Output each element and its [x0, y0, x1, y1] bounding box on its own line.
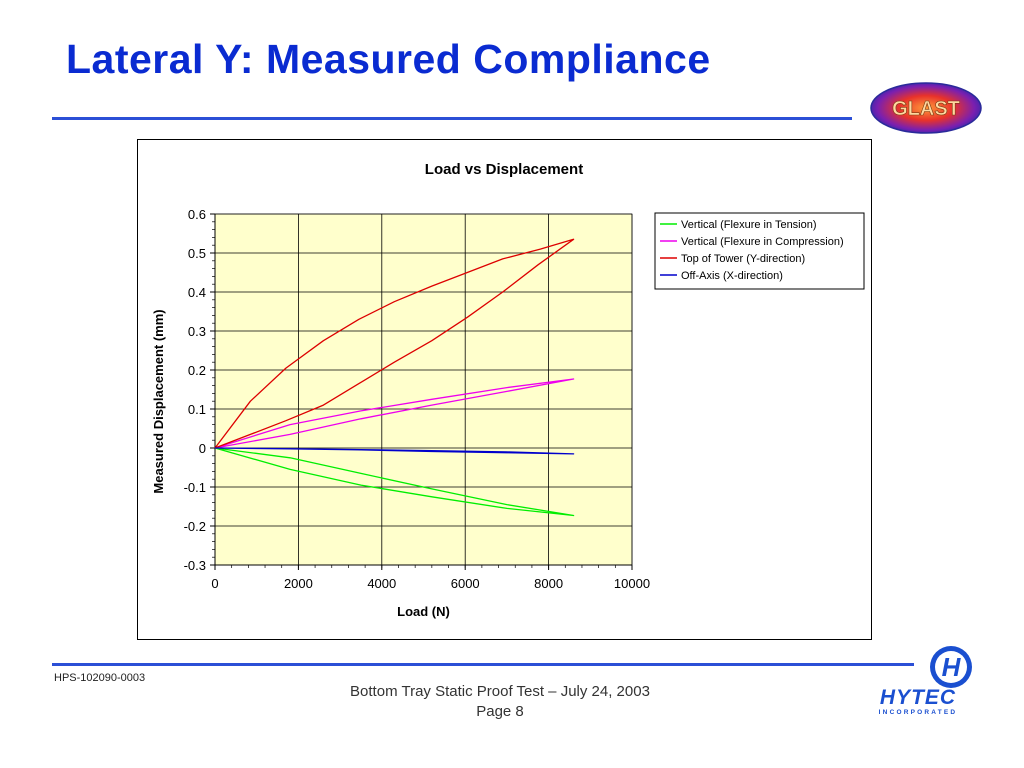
- title-divider: [52, 117, 852, 120]
- slide-title: Lateral Y: Measured Compliance: [66, 36, 711, 82]
- plot-area: [214, 213, 633, 566]
- y-tick-label: 0.5: [188, 246, 206, 261]
- x-tick-label: 0: [211, 576, 218, 591]
- line-chart: Load vs Displacement -0.3 -0.2 -0.1 0 0.1 0.2…: [151, 161, 865, 619]
- glast-logo-text: GLAST: [892, 98, 960, 120]
- hytec-logo: H HYTEC INCORPORATED: [879, 646, 972, 716]
- y-tick-label: 0.1: [188, 402, 206, 417]
- y-tick-label: 0.4: [188, 285, 206, 300]
- legend-label: Vertical (Flexure in Tension): [681, 219, 817, 231]
- hytec-logo-subtext: INCORPORATED: [879, 709, 958, 716]
- x-axis-title: Load (N): [397, 604, 450, 619]
- series-line-4: [214, 447, 575, 455]
- hytec-logo-glyph: H: [942, 652, 962, 682]
- glast-logo: GLAST: [870, 82, 982, 134]
- y-tick-label: -0.3: [184, 558, 206, 573]
- legend-label: Top of Tower (Y-direction): [681, 253, 805, 265]
- series-line-2: [214, 378, 575, 449]
- x-tick-label: 8000: [534, 576, 563, 591]
- legend-box: [654, 212, 865, 290]
- series-line-1: [214, 447, 575, 517]
- chart-legend: Vertical (Flexure in Tension) Vertical (F…: [654, 212, 865, 290]
- grid-lines: [210, 213, 633, 570]
- y-tick-label: 0.3: [188, 324, 206, 339]
- x-tick-label: 6000: [451, 576, 480, 591]
- y-tick-label: 0: [199, 441, 206, 456]
- chart-frame: Load vs Displacement -0.3 -0.2 -0.1 0 0.1 0.2…: [137, 139, 872, 640]
- legend-label: Vertical (Flexure in Compression): [681, 236, 844, 248]
- y-axis-title: Measured Displacement (mm): [151, 309, 166, 493]
- page-number: Page 8: [476, 703, 524, 720]
- x-tick-label: 2000: [284, 576, 313, 591]
- footer-divider: [52, 663, 914, 666]
- hytec-logo-text: HYTEC: [880, 686, 956, 709]
- y-tick-label: 0.6: [188, 207, 206, 222]
- y-tick-label: -0.2: [184, 519, 206, 534]
- x-tick-label: 4000: [367, 576, 396, 591]
- axis-labels: Load (N) Measured Displacement (mm): [151, 309, 450, 619]
- document-id: HPS-102090-0003: [54, 672, 146, 684]
- y-tick-label: -0.1: [184, 480, 206, 495]
- series-line-3: [214, 238, 575, 449]
- x-tick-label: 10000: [614, 576, 650, 591]
- series-lines: [214, 238, 575, 517]
- legend-label: Off-Axis (X-direction): [681, 270, 783, 282]
- chart-title: Load vs Displacement: [425, 161, 583, 178]
- footer-title: Bottom Tray Static Proof Test – July 24,…: [350, 683, 650, 700]
- y-tick-label: 0.2: [188, 363, 206, 378]
- axis-ticks: -0.3 -0.2 -0.1 0 0.1 0.2 0.3 0.4 0.5 0.6 0 2000 4000…: [184, 207, 650, 591]
